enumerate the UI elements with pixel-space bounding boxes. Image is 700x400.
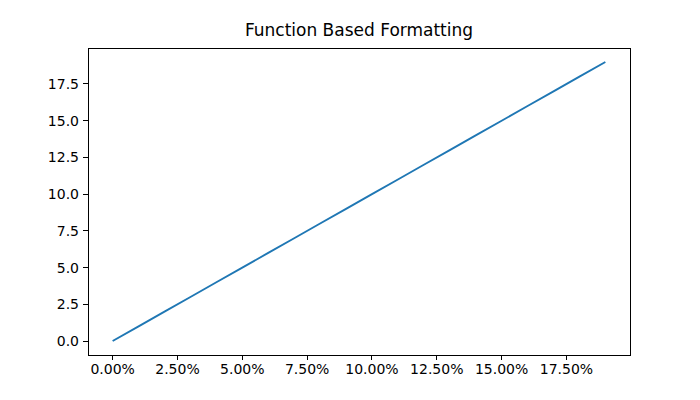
y-tick-label: 12.5: [48, 149, 79, 165]
y-tick-label: 17.5: [48, 76, 79, 92]
x-tick-label: 15.00%: [475, 361, 528, 377]
y-tick-label: 10.0: [48, 186, 79, 202]
figure: Function Based Formatting 0.00%2.50%5.00…: [0, 0, 700, 400]
data-line: [113, 62, 606, 341]
y-tick-label: 0.0: [57, 333, 79, 349]
x-tick-label: 17.50%: [540, 361, 593, 377]
y-tick-label: 7.5: [57, 223, 79, 239]
y-tick-label: 15.0: [48, 113, 79, 129]
y-tick-label: 5.0: [57, 260, 79, 276]
x-tick-label: 5.00%: [220, 361, 264, 377]
x-tick-label: 7.50%: [285, 361, 329, 377]
x-tick-label: 10.00%: [345, 361, 398, 377]
y-tick-label: 2.5: [57, 296, 79, 312]
x-tick-label: 12.50%: [410, 361, 463, 377]
x-tick-label: 0.00%: [90, 361, 134, 377]
line-chart: 0.00% 2.50% 5.00% 7.50% 10.00% 12.50% 15.00% 17…: [0, 0, 700, 400]
x-tick-label: 2.50%: [155, 361, 199, 377]
